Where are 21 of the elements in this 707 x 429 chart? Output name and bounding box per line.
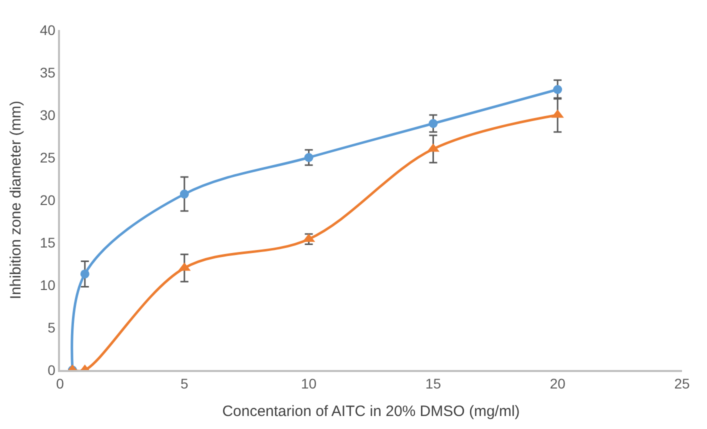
y-tick-label: 20	[40, 192, 56, 208]
point	[553, 85, 562, 94]
y-tick-label: 25	[40, 149, 56, 166]
x-axis-title: Concentarion of AITC in 20% DMSO (mg/ml)	[222, 403, 520, 420]
x-tick-label: 5	[180, 376, 188, 392]
point	[80, 269, 90, 278]
point	[428, 119, 438, 128]
y-tick-label: 5	[48, 319, 56, 336]
y-tick-label: 30	[40, 106, 56, 123]
y-tick-label: 40	[40, 22, 56, 38]
x-tick-label: 10	[301, 376, 317, 392]
y-axis-title: Inhibition zone diameter (mm)	[8, 100, 25, 300]
x-tick-label: 15	[425, 376, 442, 392]
point	[180, 190, 189, 199]
y-tick-label: 35	[40, 64, 56, 80]
y-tick-label: 15	[40, 234, 56, 250]
x-tick-label: 20	[550, 376, 566, 392]
y-tick-label: 10	[40, 276, 56, 293]
point	[304, 153, 314, 162]
x-tick-label: 25	[674, 376, 690, 392]
y-tick-label: 0	[48, 362, 56, 378]
